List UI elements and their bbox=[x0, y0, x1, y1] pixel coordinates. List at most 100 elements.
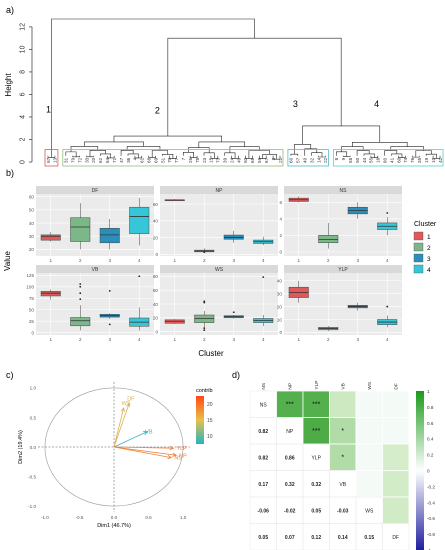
correlation-value: 0.32 bbox=[311, 482, 321, 488]
leaf-label: 67 bbox=[46, 157, 51, 163]
y-tick-label: -1.0 bbox=[28, 504, 36, 509]
significance-stars: *** bbox=[312, 401, 320, 408]
leaf-label: 15 bbox=[209, 157, 214, 163]
leaf-label: 10 bbox=[431, 157, 436, 163]
value-cell bbox=[276, 417, 304, 445]
leaf-label: 14 bbox=[316, 157, 321, 163]
correlation-value: 0.05 bbox=[311, 508, 321, 514]
cluster-label-2: 2 bbox=[155, 106, 160, 116]
dendrogram-branch bbox=[398, 155, 406, 159]
heat-cell bbox=[329, 390, 357, 418]
y-tick-label: 6 bbox=[279, 200, 282, 205]
box-DF-4 bbox=[129, 206, 150, 234]
arrow-WS bbox=[113, 407, 125, 448]
arrowhead-DF bbox=[126, 402, 131, 408]
leaf-label: 57 bbox=[296, 157, 301, 163]
box-DF-3 bbox=[99, 228, 120, 244]
facet-strip-NS bbox=[284, 186, 402, 194]
leaf-label: 31 bbox=[64, 157, 69, 163]
arrow-NP bbox=[113, 446, 177, 456]
x-tick-label: 3 bbox=[356, 258, 359, 263]
x-tick-label: 3 bbox=[232, 337, 235, 342]
cluster-label-1: 1 bbox=[46, 104, 51, 114]
dendrogram-branch bbox=[182, 152, 194, 158]
box-VB-1 bbox=[40, 291, 61, 297]
dendrogram-branch bbox=[311, 152, 323, 158]
legend-swatch-2 bbox=[413, 242, 424, 252]
arrow-YLP bbox=[113, 446, 174, 449]
outlier-point bbox=[232, 311, 235, 314]
correlation-value: 0.82 bbox=[258, 455, 268, 461]
dendrogram-branch bbox=[363, 153, 375, 158]
dendrogram-branch bbox=[370, 155, 379, 159]
cluster-box-1 bbox=[44, 149, 59, 167]
significance-stars: *** bbox=[286, 401, 294, 408]
legend-swatch-1 bbox=[413, 231, 424, 241]
diagonal-label: WS bbox=[365, 508, 374, 514]
y-tick-label: -0.5 bbox=[28, 474, 36, 479]
heat-cell bbox=[355, 417, 383, 445]
outlier-point bbox=[79, 283, 82, 285]
y-tick-label: 10 bbox=[277, 317, 283, 322]
significance-stars: *** bbox=[312, 428, 320, 435]
y-tick-label: 60 bbox=[153, 288, 159, 293]
leaf-label: 35 bbox=[417, 157, 422, 163]
x-tick-label: 1 bbox=[49, 337, 52, 342]
leaf-label: 55 bbox=[369, 157, 374, 163]
outlier-point bbox=[203, 251, 206, 254]
facet-strip-YLP bbox=[284, 265, 402, 273]
cluster-label-4: 4 bbox=[374, 99, 379, 109]
y-axis-title: Dim2 (19.4%) bbox=[18, 430, 24, 464]
y-tick-label: 30 bbox=[277, 291, 283, 296]
x-tick-label: 4 bbox=[386, 337, 389, 342]
facet-title-NS: NS bbox=[340, 188, 348, 194]
y-tick-label: 20 bbox=[153, 235, 159, 240]
leaf-label: 64 bbox=[105, 157, 110, 163]
heat-cell bbox=[382, 443, 410, 471]
y-tick-label: 4 bbox=[20, 115, 27, 119]
x-tick-label: 1 bbox=[173, 258, 176, 263]
y-tick-label: 80 bbox=[153, 274, 159, 279]
leaf-label: 42 bbox=[438, 157, 443, 163]
leaf-label: 67 bbox=[264, 157, 269, 163]
contrib-tick-label: 20 bbox=[207, 402, 213, 408]
leaf-label: 60 bbox=[396, 157, 401, 163]
heat-cell bbox=[355, 390, 383, 418]
leaf-label: 24 bbox=[229, 157, 234, 163]
leaf-label: 36 bbox=[126, 157, 131, 163]
dendrogram-branch bbox=[304, 148, 318, 156]
diagonal-label: YLP bbox=[312, 455, 322, 461]
arrowhead-WS bbox=[120, 407, 125, 412]
panel-label-d: d) bbox=[232, 370, 240, 380]
leaf-label: 79 bbox=[71, 157, 76, 163]
contrib-tick-label: 10 bbox=[207, 434, 213, 440]
y-tick-label: 4 bbox=[279, 217, 282, 222]
y-tick-label: 20 bbox=[277, 304, 283, 309]
value-cell bbox=[329, 496, 357, 524]
significance-stars: * bbox=[341, 454, 344, 461]
correlation-value: 0.15 bbox=[364, 535, 374, 541]
facet-title-YLP: YLP bbox=[338, 267, 348, 273]
dendrogram-branch bbox=[248, 150, 270, 159]
heat-cell bbox=[382, 390, 410, 418]
heat-cell bbox=[329, 443, 357, 471]
leaf-label: 44 bbox=[362, 157, 367, 163]
arrow-VB bbox=[113, 431, 148, 448]
x-tick-label: 2 bbox=[203, 337, 206, 342]
arrow-label-NS: NS bbox=[174, 456, 182, 462]
correlation-value: 0.05 bbox=[258, 535, 268, 541]
y-axis-title: Height bbox=[4, 73, 13, 97]
value-cell bbox=[302, 470, 330, 498]
y-tick-label: 1.0 bbox=[30, 386, 37, 391]
outlier-point bbox=[203, 301, 206, 304]
x-axis-title: Dim1 (46.7%) bbox=[97, 523, 131, 529]
panel-label-c: c) bbox=[6, 370, 14, 380]
leaf-label: 68 bbox=[147, 157, 152, 163]
x-tick-label: 2 bbox=[327, 258, 330, 263]
facet-strip-NP bbox=[160, 186, 278, 194]
y-tick-label: 20 bbox=[153, 316, 159, 321]
y-tick-label: 12 bbox=[20, 23, 27, 31]
heat-cell bbox=[355, 443, 383, 471]
